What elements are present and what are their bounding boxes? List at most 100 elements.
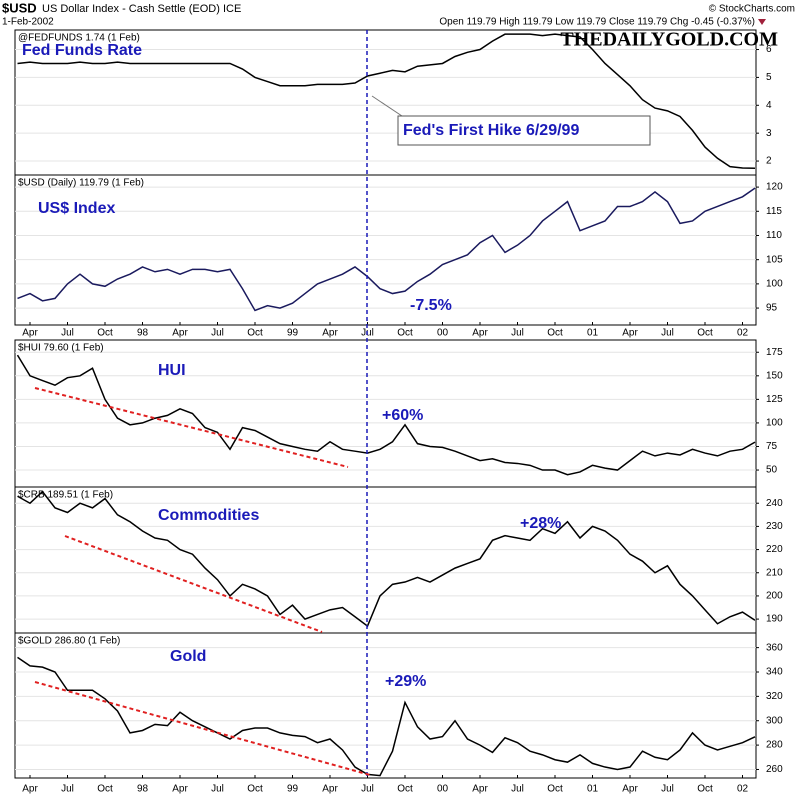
x-tick-label: Jul: [61, 784, 74, 795]
y-tick-label: 115: [766, 206, 782, 217]
panel-title: $USD (Daily) 119.79 (1 Feb): [18, 178, 144, 189]
x-tick-label: Oct: [397, 784, 413, 795]
y-tick-label: 2: [766, 156, 772, 167]
x-tick-label: 00: [437, 784, 449, 795]
x-tick-label: Oct: [97, 328, 113, 339]
panels: 2 3 4 5 6 @FEDFUNDS 1.74 (1 Feb) 95 100 105 110 11…: [14, 29, 783, 795]
x-tick-label: Apr: [472, 328, 488, 339]
trend-line: [34, 681, 371, 776]
y-tick-label: 320: [766, 691, 783, 702]
y-tick-label: 125: [766, 394, 783, 405]
y-tick-label: 210: [766, 567, 783, 578]
price-line: [17, 187, 756, 312]
down-arrow: [758, 19, 766, 25]
x-tick-label: Jul: [511, 784, 524, 795]
x-tick-label: Jul: [61, 328, 74, 339]
annotation: +28%: [520, 515, 561, 532]
x-tick-label: 98: [137, 784, 149, 795]
x-tick-label: Apr: [622, 784, 638, 795]
x-tick-label: Oct: [547, 784, 563, 795]
panel-frame: [14, 174, 757, 326]
y-tick-label: 95: [766, 303, 778, 314]
x-tick-label: Oct: [247, 784, 263, 795]
y-tick-label: 4: [766, 100, 772, 111]
price-line: [16, 354, 756, 476]
credit: © StockCharts.com: [709, 4, 795, 15]
watermark: THEDAILYGOLD.COM: [560, 29, 778, 51]
annotation: +60%: [382, 407, 423, 424]
panel-title: $HUI 79.60 (1 Feb): [18, 343, 104, 354]
x-tick-label: 02: [737, 784, 749, 795]
x-tick-label: Jul: [661, 328, 674, 339]
x-tick-label: 99: [287, 328, 299, 339]
x-tick-label: 00: [437, 328, 449, 339]
panel-title: $GOLD 286.80 (1 Feb): [18, 636, 120, 647]
trend-line: [34, 387, 349, 468]
trend-line: [64, 535, 323, 633]
x-tick-label: Oct: [697, 328, 713, 339]
y-tick-label: 300: [766, 715, 783, 726]
date: 1-Feb-2002: [2, 17, 54, 28]
y-tick-label: 190: [766, 614, 783, 625]
y-tick-label: 110: [766, 230, 782, 241]
price-line: [17, 490, 756, 628]
y-tick-label: 120: [766, 182, 783, 193]
x-tick-label: Jul: [361, 784, 374, 795]
y-tick-label: 100: [766, 418, 783, 429]
x-tick-label: 01: [587, 784, 599, 795]
annotation: -7.5%: [410, 297, 452, 314]
x-tick-label: Jul: [211, 328, 224, 339]
y-tick-label: 200: [766, 591, 783, 602]
y-tick-label: 150: [766, 370, 783, 381]
annotation: Fed Funds Rate: [22, 42, 142, 59]
x-tick-label: Jul: [511, 328, 524, 339]
x-tick-label: Oct: [547, 328, 563, 339]
panel-frame: [14, 632, 757, 779]
y-tick-label: 360: [766, 642, 783, 653]
x-tick-label: 99: [287, 784, 299, 795]
price-line: [17, 656, 756, 777]
x-tick-label: Apr: [322, 784, 338, 795]
symbol: $USD: [2, 0, 37, 15]
y-tick-label: 105: [766, 254, 783, 265]
x-tick-label: 98: [137, 328, 149, 339]
y-tick-label: 240: [766, 498, 783, 509]
quote: Open 119.79 High 119.79 Low 119.79 Close…: [439, 17, 755, 28]
y-tick-label: 6: [766, 44, 772, 55]
x-tick-label: Apr: [622, 328, 638, 339]
y-tick-label: 100: [766, 279, 783, 290]
y-tick-label: 3: [766, 128, 772, 139]
y-tick-label: 260: [766, 764, 783, 775]
x-tick-label: Apr: [472, 784, 488, 795]
annotation: HUI: [158, 362, 186, 379]
y-tick-label: 280: [766, 740, 783, 751]
x-tick-label: Apr: [172, 784, 188, 795]
y-tick-label: 220: [766, 544, 783, 555]
y-tick-label: 230: [766, 521, 783, 532]
annotation: US$ Index: [38, 200, 115, 217]
y-tick-label: 340: [766, 667, 783, 678]
panel-title: $CRB 189.51 (1 Feb): [18, 490, 113, 501]
x-tick-label: 01: [587, 328, 599, 339]
x-tick-label: Oct: [97, 784, 113, 795]
annotation: Fed's First Hike 6/29/99: [403, 122, 579, 139]
panel-frame: [14, 486, 757, 634]
x-tick-label: Apr: [322, 328, 338, 339]
y-tick-label: 5: [766, 72, 772, 83]
callout-box: [397, 115, 651, 146]
x-tick-label: Jul: [211, 784, 224, 795]
x-tick-label: Oct: [247, 328, 263, 339]
instrument-name: US Dollar Index - Cash Settle (EOD) ICE: [42, 3, 241, 15]
x-tick-label: Jul: [661, 784, 674, 795]
x-tick-label: Apr: [22, 328, 38, 339]
y-tick-label: 175: [766, 347, 783, 358]
x-tick-label: Apr: [22, 784, 38, 795]
x-tick-label: 02: [737, 328, 749, 339]
callout-pointer: [371, 95, 406, 119]
annotation: Gold: [170, 648, 206, 665]
annotation: Commodities: [158, 507, 259, 524]
panel-title: @FEDFUNDS 1.74 (1 Feb): [18, 33, 140, 44]
price-line: [17, 33, 756, 170]
x-tick-label: Apr: [172, 328, 188, 339]
